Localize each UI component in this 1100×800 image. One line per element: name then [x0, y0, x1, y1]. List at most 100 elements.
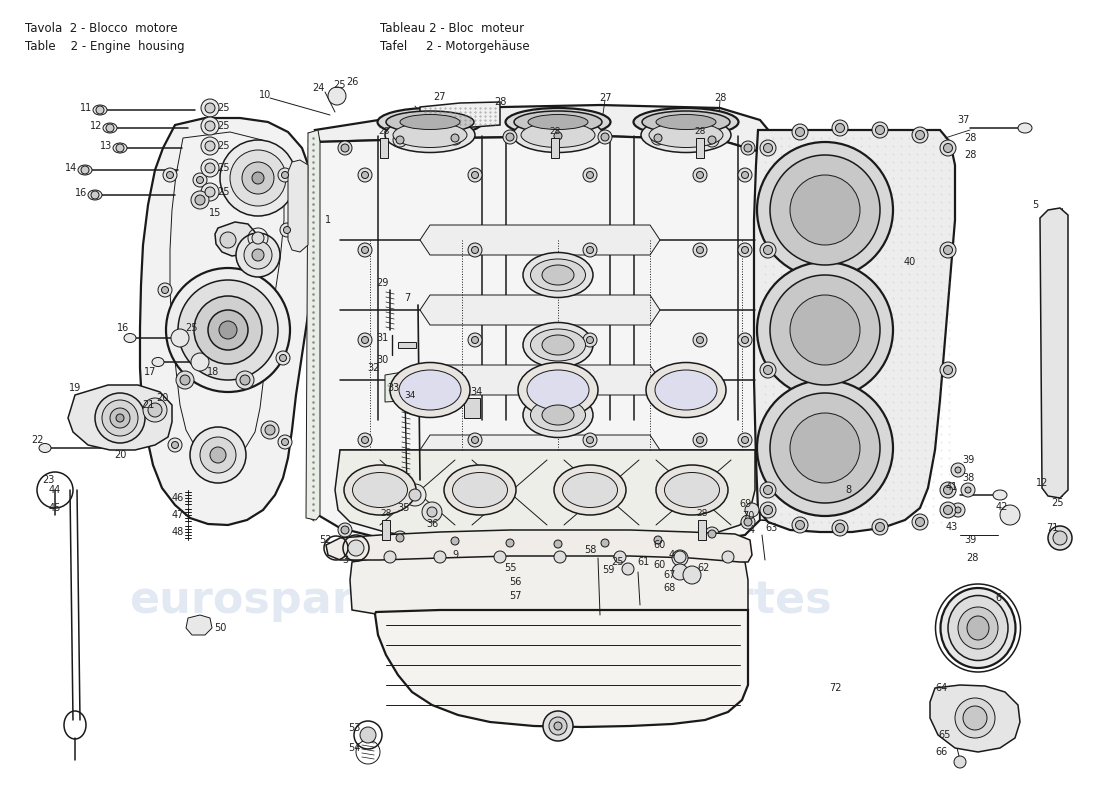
Circle shape [770, 275, 880, 385]
Bar [398, 342, 416, 348]
Ellipse shape [344, 465, 416, 515]
Circle shape [162, 286, 168, 294]
Ellipse shape [400, 114, 460, 130]
Circle shape [404, 484, 426, 506]
Ellipse shape [530, 259, 585, 291]
Ellipse shape [656, 114, 716, 130]
Circle shape [396, 136, 404, 144]
Text: 46: 46 [172, 493, 184, 503]
Circle shape [338, 141, 352, 155]
Text: 33: 33 [387, 383, 399, 393]
Text: 4: 4 [749, 525, 755, 535]
Circle shape [651, 131, 666, 145]
Circle shape [220, 140, 296, 216]
Circle shape [836, 523, 845, 533]
Circle shape [494, 551, 506, 563]
Circle shape [944, 366, 953, 374]
Ellipse shape [377, 108, 483, 136]
Polygon shape [186, 615, 212, 635]
Circle shape [427, 507, 437, 517]
Text: 25: 25 [1052, 498, 1065, 508]
Ellipse shape [521, 122, 595, 147]
Text: 6: 6 [994, 593, 1001, 603]
Circle shape [205, 121, 214, 131]
Circle shape [551, 537, 565, 551]
Ellipse shape [506, 108, 610, 136]
Circle shape [1053, 531, 1067, 545]
Circle shape [219, 321, 236, 339]
Circle shape [554, 722, 562, 730]
Text: 19: 19 [69, 383, 81, 393]
Text: 18: 18 [207, 367, 219, 377]
Ellipse shape [393, 122, 468, 147]
Circle shape [944, 486, 953, 494]
Text: 68: 68 [664, 583, 676, 593]
Polygon shape [214, 222, 255, 256]
Circle shape [621, 563, 634, 575]
Circle shape [360, 727, 376, 743]
Text: 22: 22 [32, 435, 44, 445]
Circle shape [201, 137, 219, 155]
Circle shape [192, 173, 207, 187]
Circle shape [955, 507, 961, 513]
Circle shape [362, 171, 369, 178]
Text: 61: 61 [638, 557, 650, 567]
Text: 24: 24 [311, 83, 324, 93]
Circle shape [242, 162, 274, 194]
Circle shape [683, 566, 701, 584]
Text: 34: 34 [405, 390, 416, 399]
Circle shape [195, 195, 205, 205]
Ellipse shape [993, 490, 1007, 500]
Circle shape [1048, 526, 1072, 550]
Polygon shape [336, 450, 755, 544]
Text: 64: 64 [936, 683, 948, 693]
Text: 25: 25 [218, 103, 230, 113]
Circle shape [472, 246, 478, 254]
Circle shape [148, 403, 162, 417]
Circle shape [741, 171, 748, 178]
Circle shape [792, 124, 808, 140]
Circle shape [876, 126, 884, 134]
Circle shape [836, 123, 845, 133]
Ellipse shape [385, 118, 475, 153]
Circle shape [328, 87, 346, 105]
Text: 39: 39 [961, 455, 975, 465]
Text: 25: 25 [218, 141, 230, 151]
Circle shape [236, 233, 280, 277]
Circle shape [543, 711, 573, 741]
Ellipse shape [390, 362, 470, 418]
Circle shape [940, 362, 956, 378]
Circle shape [409, 489, 421, 501]
Ellipse shape [530, 329, 585, 361]
Bar [382, 520, 390, 540]
Circle shape [205, 141, 214, 151]
Text: 28: 28 [549, 127, 561, 137]
Ellipse shape [152, 358, 164, 366]
Circle shape [95, 393, 145, 443]
Ellipse shape [654, 370, 717, 410]
Circle shape [81, 166, 89, 174]
Text: Tavola  2 - Blocco  motore: Tavola 2 - Blocco motore [25, 22, 177, 35]
Polygon shape [140, 118, 315, 525]
Circle shape [738, 168, 752, 182]
Text: 28: 28 [378, 127, 389, 137]
Circle shape [693, 243, 707, 257]
Circle shape [236, 371, 254, 389]
Circle shape [738, 333, 752, 347]
Circle shape [872, 122, 888, 138]
Text: 35: 35 [397, 503, 409, 513]
Circle shape [166, 171, 174, 178]
Text: eurospartes: eurospartes [529, 578, 832, 622]
Circle shape [362, 246, 369, 254]
Circle shape [110, 408, 130, 428]
Circle shape [205, 163, 214, 173]
Circle shape [741, 246, 748, 254]
Text: 16: 16 [117, 323, 129, 333]
Text: 40: 40 [904, 257, 916, 267]
Text: 66: 66 [936, 747, 948, 757]
Circle shape [201, 117, 219, 135]
Text: 45: 45 [48, 503, 62, 513]
Circle shape [191, 191, 209, 209]
Ellipse shape [542, 265, 574, 285]
Circle shape [795, 521, 804, 530]
